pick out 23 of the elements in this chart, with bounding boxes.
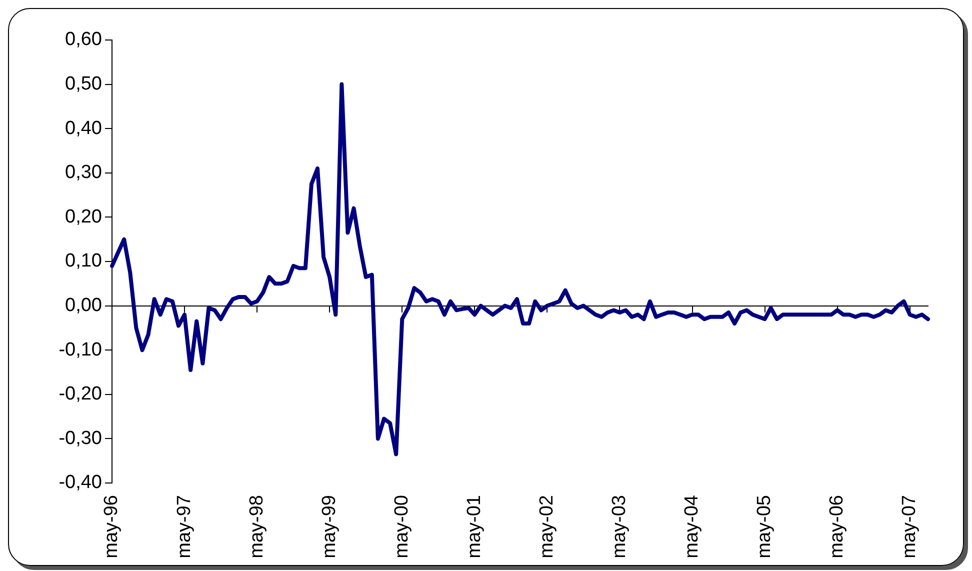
- x-tick-label: may-04: [682, 494, 702, 558]
- y-tick-label: 0,20: [65, 206, 102, 228]
- x-tick-label: may-98: [246, 495, 268, 558]
- y-tick-label: -0,10: [58, 339, 102, 360]
- x-tick-label: may-00: [391, 495, 412, 558]
- y-tick-label: 0,10: [65, 250, 102, 272]
- y-tick-label: -0,30: [58, 428, 102, 449]
- y-tick-label: -0,20: [58, 384, 102, 405]
- x-tick-label: may-05: [754, 495, 776, 558]
- x-tick-label: may-03: [608, 495, 630, 558]
- x-tick-label: may-97: [174, 495, 195, 558]
- y-tick-label: 0,50: [65, 74, 102, 95]
- y-tick-label: 0,60: [65, 29, 102, 50]
- x-tick-label: may-06: [826, 495, 848, 558]
- x-tick-label: may-96: [101, 495, 122, 558]
- y-tick-label: 0,00: [65, 295, 102, 316]
- y-tick-label: -0,40: [58, 472, 102, 494]
- x-tick-label: may-07: [899, 495, 920, 558]
- y-tick-label: 0,30: [65, 162, 102, 184]
- x-tick-label: may-99: [318, 495, 340, 558]
- y-tick-label: 0,40: [65, 118, 102, 139]
- x-tick-label: may-02: [536, 495, 558, 558]
- x-tick-label: may-01: [464, 495, 485, 558]
